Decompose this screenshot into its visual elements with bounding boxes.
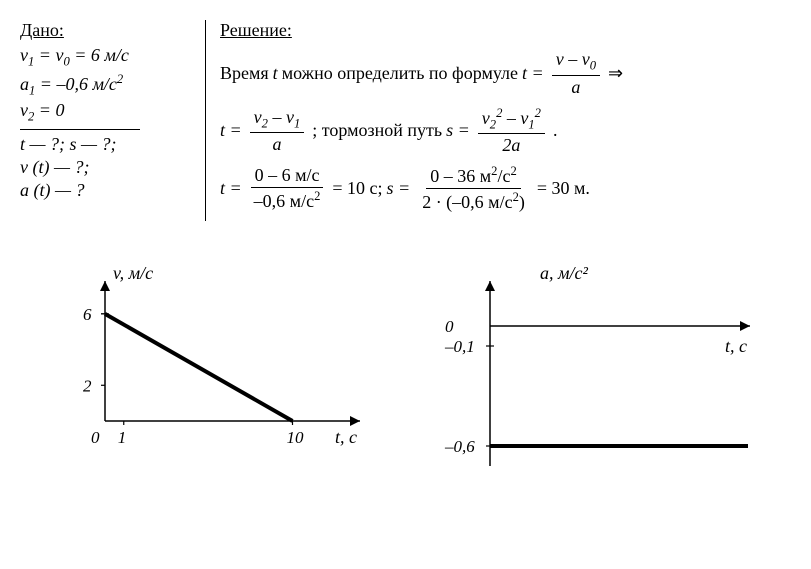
- f3b-frac: 0 – 36 м2/с2 2 · (–0,6 м/с2): [418, 164, 529, 213]
- svg-text:t, с: t, с: [725, 336, 747, 356]
- svg-text:6: 6: [83, 305, 92, 324]
- svg-text:–0,6: –0,6: [444, 437, 475, 456]
- f2b-period: .: [553, 120, 558, 141]
- f3-num: 0 – 6 м/с: [251, 165, 324, 188]
- formula-row-2: t = v2 – v1 a ; тормозной путь s = v22 –…: [220, 106, 791, 157]
- given-a1: a1 = –0,6 м/с2: [20, 72, 195, 99]
- velocity-chart-svg: v, м/с t, с 2 6 01 10: [60, 261, 370, 451]
- f3b-num: 0 – 36 м2/с2: [426, 164, 520, 189]
- f2b-num: v22 – v12: [478, 106, 545, 135]
- f3b-eq: = 30 м.: [537, 178, 590, 199]
- given-divider: [20, 129, 140, 130]
- f3b-lhs: s =: [387, 178, 411, 199]
- f1-frac: v – v0 a: [552, 49, 600, 98]
- f2b-frac: v22 – v12 2a: [478, 106, 545, 157]
- solution-block: Решение: Время t можно определить по фор…: [206, 20, 791, 221]
- svg-text:–0,1: –0,1: [444, 337, 475, 356]
- svg-text:0: 0: [445, 317, 454, 336]
- f2b-lhs: s =: [446, 120, 470, 141]
- svg-text:a, м/с²: a, м/с²: [540, 263, 588, 283]
- velocity-chart: v, м/с t, с 2 6 01 10: [60, 261, 370, 486]
- f2-frac: v2 – v1 a: [250, 107, 305, 156]
- given-block: Дано: v1 = v0 = 6 м/с a1 = –0,6 м/с2 v2 …: [20, 20, 206, 221]
- formula-row-1: Время t можно определить по формуле t = …: [220, 49, 791, 98]
- intro-text-1: Время: [220, 63, 269, 84]
- f3-lhs: t =: [220, 178, 242, 199]
- question-vt: v (t) — ?;: [20, 157, 195, 178]
- f2b-den: 2a: [498, 134, 524, 156]
- f1-num: v – v0: [552, 49, 600, 76]
- svg-text:t, с: t, с: [335, 427, 357, 447]
- given-header: Дано:: [20, 20, 195, 41]
- svg-text:10: 10: [287, 428, 305, 447]
- f3-frac: 0 – 6 м/с –0,6 м/с2: [250, 165, 325, 212]
- f1-den: a: [567, 76, 584, 98]
- svg-text:0: 0: [91, 428, 100, 447]
- svg-text:2: 2: [83, 376, 92, 395]
- acceleration-chart: a, м/с² t, с 0–0,1 –0,6: [430, 261, 760, 486]
- question-ts: t — ?; s — ?;: [20, 134, 195, 155]
- f3-den: –0,6 м/с2: [250, 188, 325, 212]
- formula-row-3: t = 0 – 6 м/с –0,6 м/с2 = 10 с; s = 0 – …: [220, 164, 791, 213]
- f2-num: v2 – v1: [250, 107, 305, 134]
- intro-t: t: [273, 63, 278, 84]
- given-v2: v2 = 0: [20, 100, 195, 125]
- problem-top: Дано: v1 = v0 = 6 м/с a1 = –0,6 м/с2 v2 …: [20, 20, 791, 221]
- f3-eq: = 10 с;: [332, 178, 382, 199]
- f1-lhs: t =: [522, 63, 544, 84]
- svg-text:1: 1: [118, 428, 127, 447]
- svg-text:v, м/с: v, м/с: [113, 263, 153, 283]
- given-v1: v1 = v0 = 6 м/с: [20, 45, 195, 70]
- f2-lhs: t =: [220, 120, 242, 141]
- f2-semi: ; тормозной путь: [312, 120, 442, 141]
- charts-row: v, м/сt, с260110 a, м/с²t, с0–0,1–0,6: [20, 261, 791, 486]
- acceleration-chart-svg: a, м/с² t, с 0–0,1 –0,6: [430, 261, 760, 481]
- question-at: a (t) — ?: [20, 180, 195, 201]
- f3b-den: 2 · (–0,6 м/с2): [418, 189, 529, 213]
- f2-den: a: [268, 133, 285, 155]
- f1-arrow: ⇒: [608, 63, 623, 84]
- intro-text-2: можно определить по формуле: [282, 63, 518, 84]
- solution-header: Решение:: [220, 20, 791, 41]
